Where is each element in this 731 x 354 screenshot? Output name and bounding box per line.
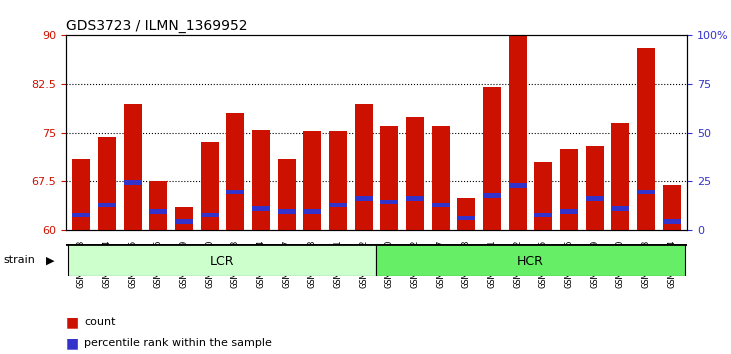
Bar: [637, 190, 655, 194]
Text: LCR: LCR: [210, 255, 235, 268]
Bar: [124, 180, 142, 185]
Bar: [329, 203, 347, 207]
Bar: [663, 185, 681, 230]
Bar: [586, 146, 604, 230]
Bar: [663, 219, 681, 224]
Bar: [611, 123, 629, 230]
Bar: [175, 219, 193, 224]
Bar: [586, 196, 604, 201]
Text: percentile rank within the sample: percentile rank within the sample: [84, 338, 272, 348]
Bar: [69, 244, 376, 276]
Bar: [376, 244, 684, 276]
Bar: [227, 113, 244, 230]
Bar: [200, 213, 219, 217]
Bar: [355, 104, 373, 230]
Bar: [355, 196, 373, 201]
Bar: [560, 209, 578, 214]
Bar: [329, 131, 347, 230]
Bar: [432, 126, 450, 230]
Bar: [406, 116, 424, 230]
Bar: [380, 200, 398, 204]
Text: strain: strain: [4, 255, 36, 265]
Bar: [406, 196, 424, 201]
Bar: [72, 159, 90, 230]
Text: HCR: HCR: [517, 255, 544, 268]
Text: ■: ■: [66, 336, 79, 350]
Bar: [380, 126, 398, 230]
Bar: [458, 198, 475, 230]
Bar: [303, 209, 321, 214]
Bar: [509, 183, 526, 188]
Bar: [252, 130, 270, 230]
Bar: [124, 104, 142, 230]
Bar: [72, 213, 90, 217]
Bar: [534, 162, 553, 230]
Bar: [458, 216, 475, 221]
Bar: [560, 149, 578, 230]
Bar: [278, 209, 295, 214]
Bar: [432, 203, 450, 207]
Bar: [303, 131, 321, 230]
Bar: [149, 209, 167, 214]
Bar: [637, 48, 655, 230]
Bar: [175, 207, 193, 230]
Bar: [483, 193, 501, 198]
Bar: [98, 203, 115, 207]
Bar: [98, 137, 115, 230]
Bar: [278, 159, 295, 230]
Text: count: count: [84, 317, 115, 327]
Text: GDS3723 / ILMN_1369952: GDS3723 / ILMN_1369952: [66, 19, 247, 33]
Text: ■: ■: [66, 315, 79, 329]
Bar: [483, 87, 501, 230]
Bar: [149, 181, 167, 230]
Bar: [252, 206, 270, 211]
Bar: [227, 190, 244, 194]
Bar: [611, 206, 629, 211]
Bar: [200, 143, 219, 230]
Text: ▶: ▶: [46, 255, 55, 265]
Bar: [534, 213, 553, 217]
Bar: [509, 35, 526, 230]
